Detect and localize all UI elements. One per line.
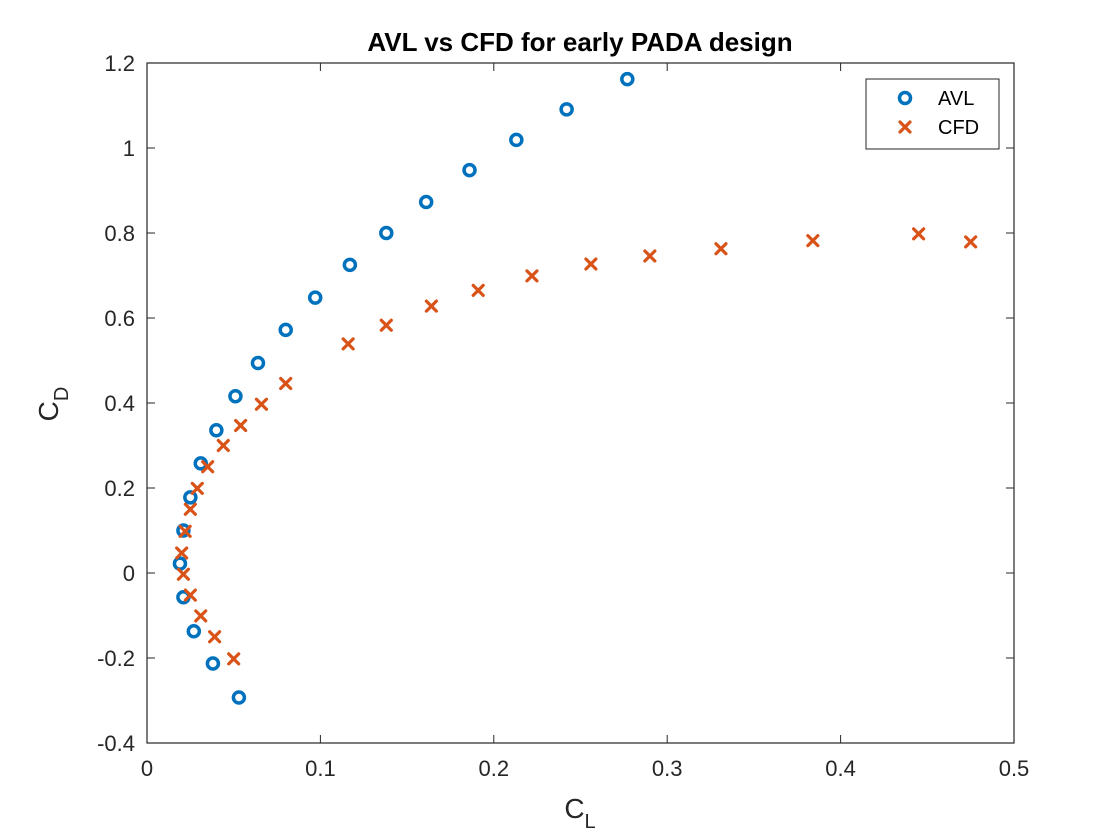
series-cfd	[175, 227, 978, 666]
data-point-cfd	[175, 546, 189, 560]
legend: AVL CFD	[865, 78, 1000, 150]
axis-ticks	[146, 62, 1015, 744]
data-point-cfd	[714, 242, 728, 256]
x-tick-labels: 0 0.1 0.2 0.3 0.4 0.5	[141, 756, 1029, 781]
data-point-avl	[418, 194, 434, 210]
chart-title: AVL vs CFD for early PADA design	[367, 27, 792, 57]
data-point-avl	[176, 523, 191, 538]
data-point-avl	[250, 355, 266, 371]
y-tick-label: 0.2	[104, 476, 135, 501]
x-tick-label: 0	[141, 756, 153, 781]
y-tick-label: 0.6	[104, 306, 135, 331]
plot-area	[146, 62, 1015, 744]
y-tick-label: 0	[123, 561, 135, 586]
data-point-cfd	[183, 588, 197, 602]
data-point-cfd	[254, 397, 269, 411]
data-point-avl	[379, 225, 394, 241]
legend-label-cfd: CFD	[938, 117, 979, 139]
data-point-avl	[342, 257, 358, 273]
data-point-avl	[559, 102, 574, 117]
x-tick-label: 0.2	[479, 756, 510, 781]
x-axis-label-main: C	[564, 793, 584, 824]
data-point-avl	[228, 388, 243, 404]
data-point-cfd	[227, 652, 241, 666]
x-axis-label-sub: L	[585, 811, 596, 833]
legend-marker-avl	[897, 90, 913, 106]
data-point-cfd	[234, 418, 248, 433]
data-point-cfd	[216, 438, 230, 453]
data-point-avl	[462, 162, 477, 178]
legend-box	[865, 78, 1000, 150]
y-axis-label-main: C	[33, 401, 64, 421]
data-point-cfd	[584, 257, 598, 271]
x-axis-label: CL	[564, 793, 595, 833]
y-axis-label: CD	[33, 387, 73, 422]
legend-symbol-avl	[897, 90, 913, 106]
series-layer	[172, 71, 978, 705]
y-tick-label: 1.2	[104, 51, 135, 76]
data-point-cfd	[194, 609, 208, 623]
data-point-avl	[307, 290, 323, 305]
data-point-cfd	[643, 249, 657, 263]
y-tick-label: 1	[123, 136, 135, 161]
x-tick-label: 0.3	[652, 756, 683, 781]
y-tick-label: 0.4	[104, 391, 135, 416]
data-point-avl	[183, 490, 198, 505]
x-tick-label: 0.5	[999, 756, 1030, 781]
data-point-cfd	[806, 234, 820, 248]
data-point-cfd	[912, 227, 926, 241]
data-point-cfd	[471, 283, 485, 297]
x-tick-label: 0.4	[825, 756, 856, 781]
data-point-avl	[620, 71, 635, 87]
data-point-cfd	[279, 376, 293, 391]
data-point-cfd	[341, 337, 355, 351]
x-tick-label: 0.1	[305, 756, 336, 781]
y-tick-label: -0.4	[97, 731, 135, 756]
legend-label-avl: AVL	[938, 88, 974, 110]
series-avl	[172, 71, 635, 705]
data-point-avl	[186, 623, 202, 639]
data-point-avl	[231, 690, 247, 705]
data-point-avl	[205, 656, 221, 671]
data-point-cfd	[208, 630, 222, 644]
y-tick-label: -0.2	[97, 646, 135, 671]
y-tick-labels: -0.4 -0.2 0 0.2 0.4 0.6 0.8 1 1.2	[97, 51, 135, 756]
data-point-avl	[509, 132, 524, 148]
data-point-cfd	[183, 502, 197, 516]
data-point-cfd	[178, 524, 192, 538]
data-point-cfd	[190, 481, 204, 496]
data-point-cfd	[964, 235, 978, 249]
y-axis-label-sub: D	[51, 387, 73, 401]
data-point-cfd	[525, 269, 539, 283]
data-point-cfd	[201, 460, 215, 474]
data-point-avl	[278, 322, 293, 338]
data-point-avl	[209, 422, 224, 438]
data-point-cfd	[176, 567, 191, 581]
data-point-cfd	[379, 318, 393, 332]
y-tick-label: 0.8	[104, 221, 135, 246]
legend-marker-cfd	[898, 120, 912, 134]
data-point-cfd	[424, 299, 438, 313]
legend-symbol-cfd	[898, 120, 912, 134]
